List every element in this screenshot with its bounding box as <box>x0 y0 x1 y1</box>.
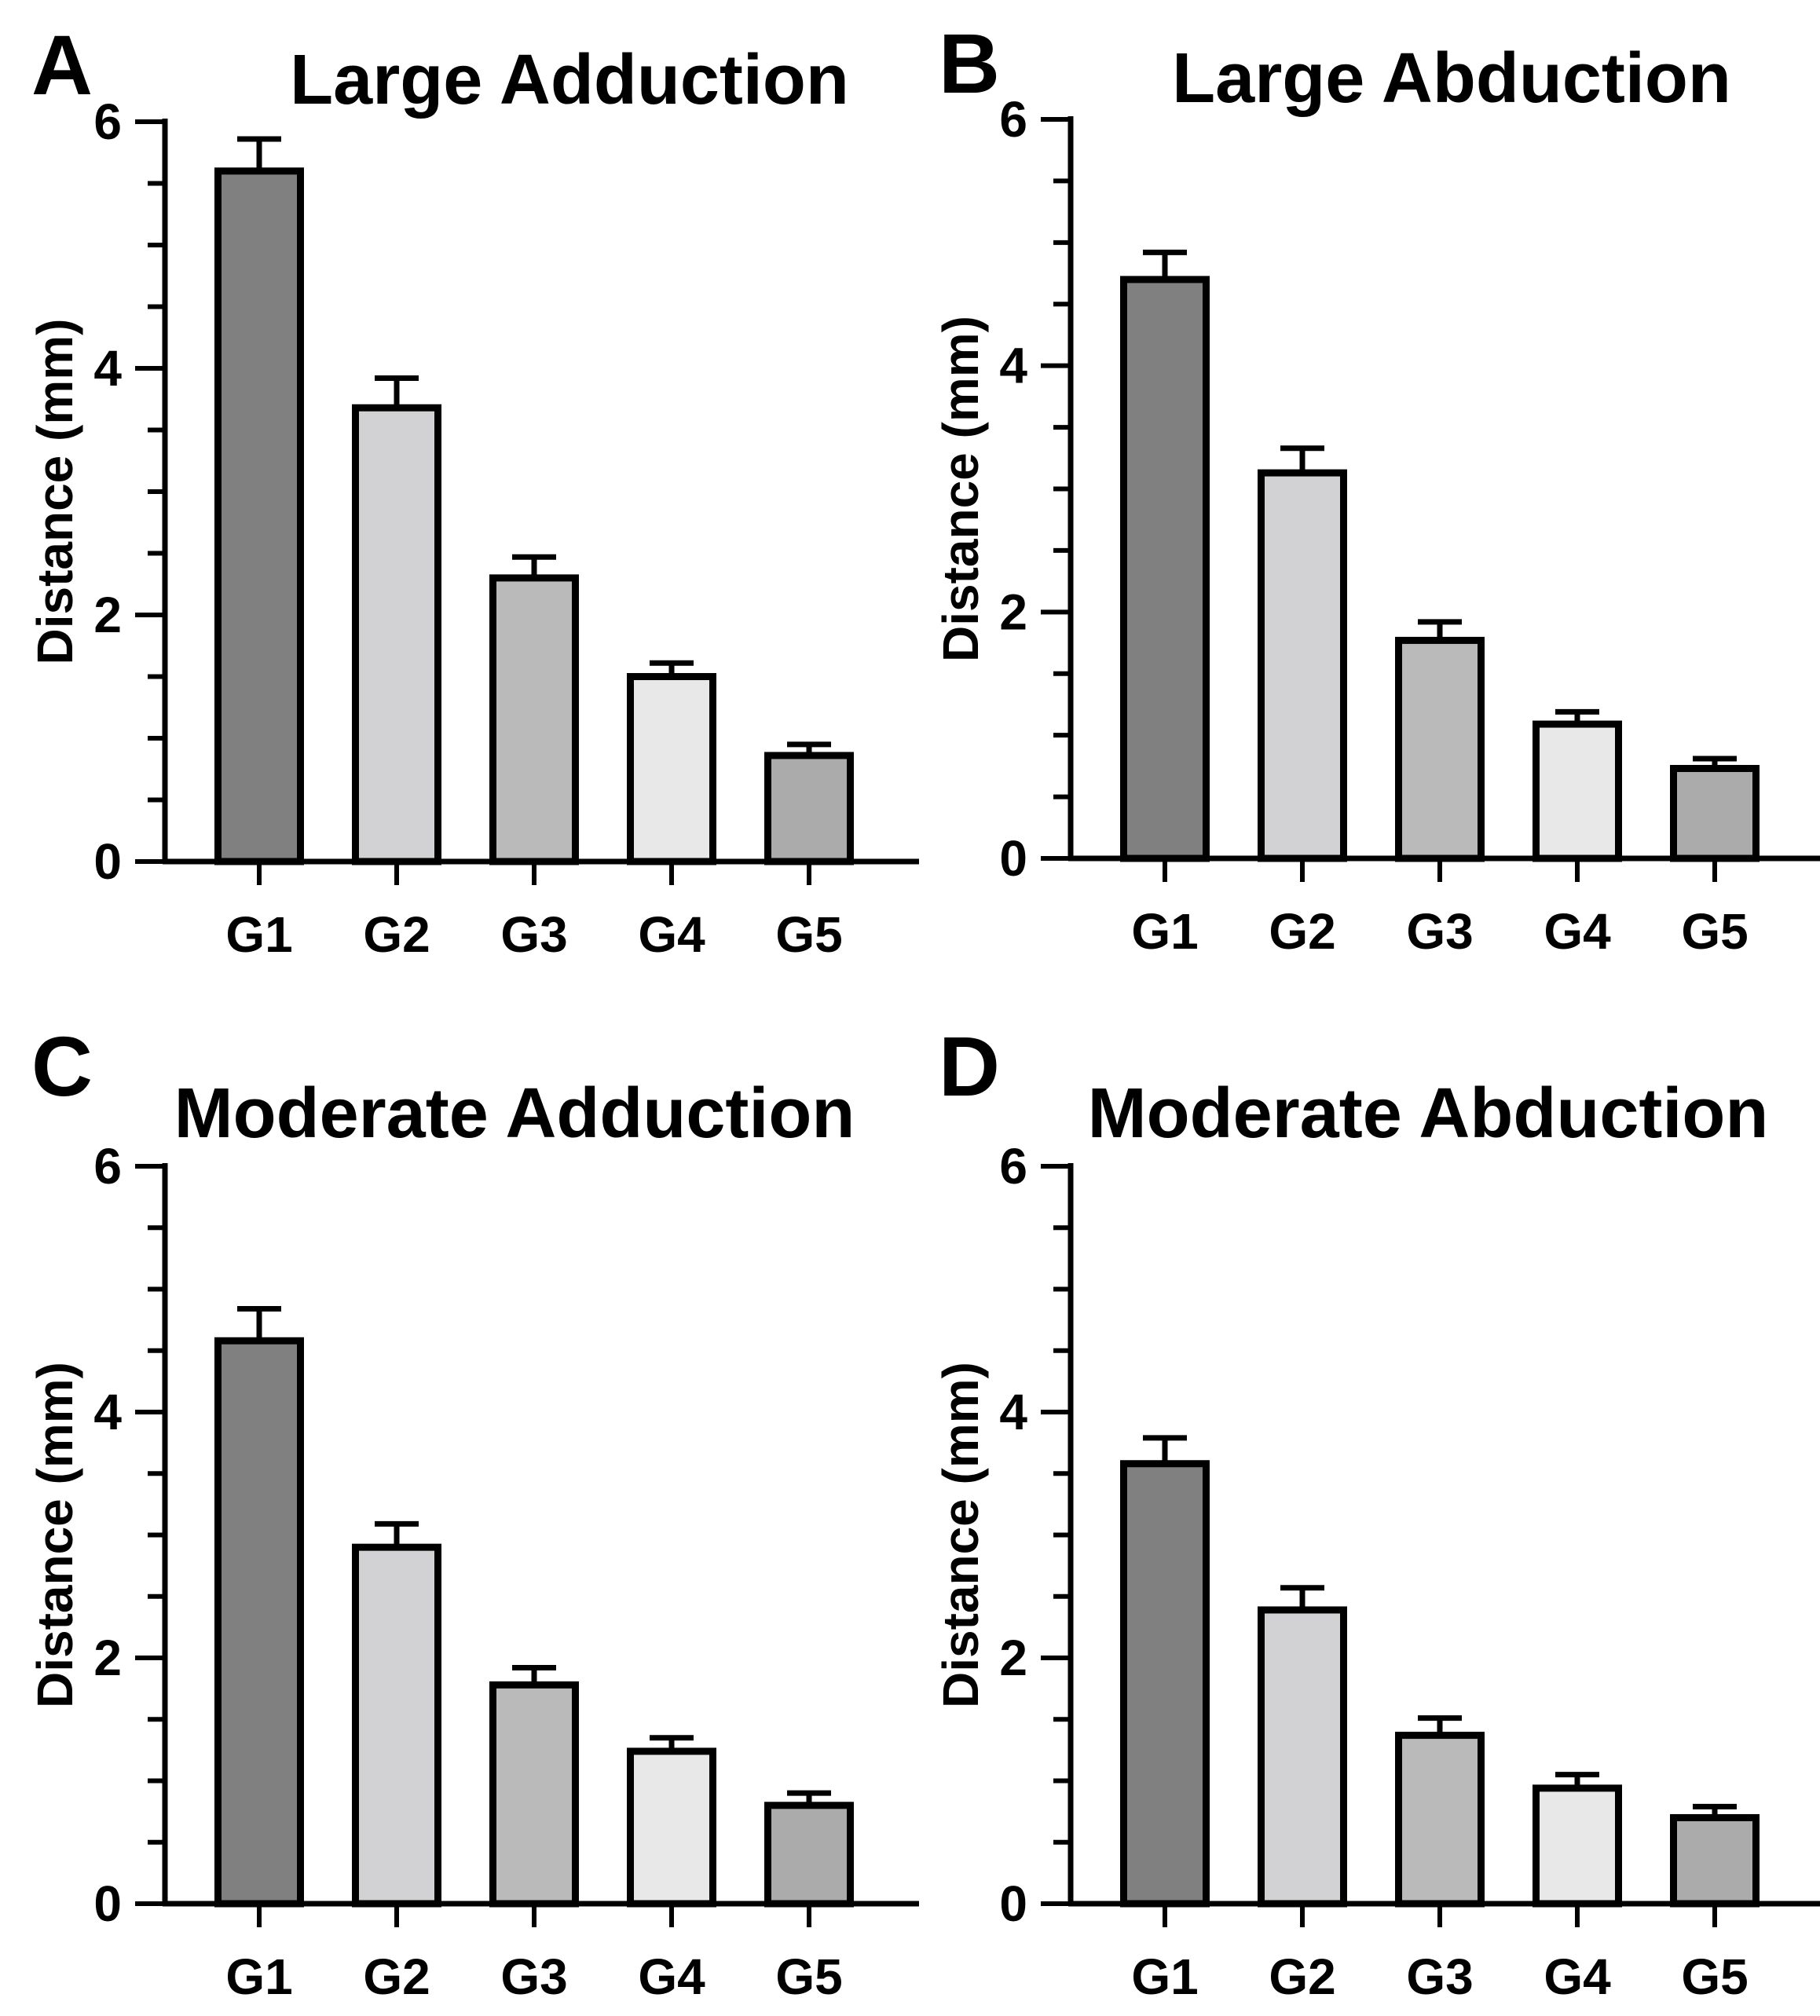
x-tick-label: G5 <box>1681 903 1748 960</box>
bar-g2 <box>1258 469 1347 862</box>
panel-label: C <box>31 1019 93 1114</box>
chart-panel-a: A Large Adduction Distance (mm) 0 2 4 6 G1 G2 G3 G… <box>27 17 919 963</box>
bar-g3 <box>1395 636 1485 862</box>
chart-panel-c: C Moderate Adduction Distance (mm) 0 2 4 6 G1 G2… <box>27 1019 919 2005</box>
x-tick-label: G3 <box>1406 903 1473 960</box>
y-axis-label: Distance (mm) <box>27 319 83 665</box>
x-tick-label: G4 <box>638 906 705 963</box>
bar-g1 <box>1120 1460 1210 1908</box>
bar-g5 <box>764 752 854 865</box>
chart-title: Large Abduction <box>1172 39 1731 118</box>
y-tick-label: 4 <box>93 1384 122 1440</box>
bar-g1 <box>214 1337 304 1908</box>
y-tick-label: 4 <box>93 340 122 397</box>
bar-g4 <box>1533 720 1622 862</box>
x-tick-label: G5 <box>1681 1948 1748 2005</box>
x-tick-label: G3 <box>500 1948 567 2005</box>
bar-g1 <box>1120 276 1210 862</box>
x-tick-label: G3 <box>1406 1948 1473 2005</box>
y-tick-label: 2 <box>93 1630 122 1686</box>
x-tick-label: G1 <box>225 1948 292 2005</box>
x-tick-label: G4 <box>1544 1948 1611 2005</box>
x-tick-label: G1 <box>1131 903 1198 960</box>
y-tick-label: 6 <box>93 1138 122 1195</box>
x-tick-label: G5 <box>775 1948 842 2005</box>
y-tick-label: 4 <box>999 1384 1027 1440</box>
panel-label: B <box>939 16 1000 111</box>
y-tick-label: 6 <box>93 93 122 150</box>
panel-label: D <box>939 1019 1000 1114</box>
bar-g2 <box>352 404 441 865</box>
bar-g2 <box>1258 1606 1347 1908</box>
y-tick-label: 0 <box>93 833 122 890</box>
x-tick-label: G1 <box>1131 1948 1198 2005</box>
bar-g5 <box>764 1802 854 1908</box>
y-axis-label: Distance (mm) <box>932 316 989 662</box>
x-tick-label: G2 <box>363 906 430 963</box>
bar-g3 <box>489 1681 579 1908</box>
y-tick-label: 2 <box>999 584 1027 640</box>
bar-g5 <box>1670 765 1760 862</box>
y-tick-label: 4 <box>999 338 1027 394</box>
bar-g1 <box>214 167 304 865</box>
bar-g4 <box>627 1747 716 1908</box>
bar-g5 <box>1670 1813 1760 1908</box>
chart-panel-b: B Large Abduction Distance (mm) 0 2 4 6 G1 G2 G3 G… <box>932 16 1820 960</box>
y-axis-label: Distance (mm) <box>932 1362 989 1708</box>
y-tick-label: 0 <box>999 830 1027 887</box>
bar-g2 <box>352 1543 441 1908</box>
chart-title: Large Adduction <box>290 41 849 119</box>
x-tick-label: G2 <box>1269 1948 1335 2005</box>
bar-g3 <box>489 574 579 865</box>
x-tick-label: G3 <box>500 906 567 963</box>
y-tick-label: 0 <box>93 1875 122 1932</box>
bar-g4 <box>627 673 716 865</box>
bar-g4 <box>1533 1784 1622 1908</box>
panel-label: A <box>31 17 93 112</box>
y-tick-label: 6 <box>999 1138 1027 1195</box>
y-axis-label: Distance (mm) <box>27 1362 83 1708</box>
x-tick-label: G2 <box>1269 903 1335 960</box>
bar-g3 <box>1395 1732 1485 1908</box>
chart-panel-d: D Moderate Abduction Distance (mm) 0 2 4 6 G1 G2… <box>932 1019 1820 2005</box>
chart-title: Moderate Abduction <box>1088 1074 1769 1153</box>
x-tick-label: G1 <box>225 906 292 963</box>
x-tick-label: G5 <box>775 906 842 963</box>
x-tick-label: G4 <box>638 1948 705 2005</box>
y-tick-label: 6 <box>999 91 1027 148</box>
x-tick-label: G2 <box>363 1948 430 2005</box>
y-tick-label: 2 <box>999 1630 1027 1686</box>
y-tick-label: 0 <box>999 1875 1027 1932</box>
chart-title: Moderate Adduction <box>174 1074 855 1153</box>
y-tick-label: 2 <box>93 587 122 643</box>
x-tick-label: G4 <box>1544 903 1611 960</box>
